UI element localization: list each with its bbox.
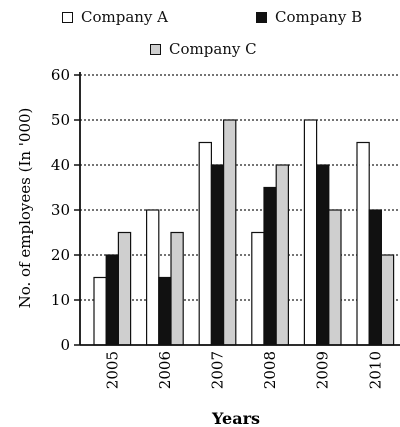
bar-company-a-2007	[198, 141, 212, 346]
bars	[93, 119, 395, 346]
legend-swatch-company-c	[150, 43, 161, 55]
x-tick-labels: 2005 2006 2007 2008 2009 2010	[103, 351, 384, 389]
y-tick-label: 40	[51, 156, 70, 174]
y-tick-label: 10	[51, 291, 70, 309]
bar-company-c-2009	[328, 209, 342, 346]
x-tick-label-2010: 2010	[366, 351, 384, 389]
bar-company-b-2010	[368, 209, 383, 346]
legend-company-c: Company C	[150, 40, 257, 58]
legend-swatch-company-b	[256, 11, 267, 23]
bar-company-a-2009	[303, 119, 318, 346]
bar-company-c-2005	[117, 231, 132, 346]
x-tick-label-2008: 2008	[261, 351, 279, 389]
x-tick-label-2009: 2009	[314, 351, 332, 389]
y-tick-label: 20	[51, 246, 70, 264]
y-tick-label: 50	[51, 111, 70, 129]
legend-swatch-company-a	[62, 11, 73, 23]
x-tick-label-2007: 2007	[209, 351, 227, 389]
bar-company-c-2006	[170, 231, 184, 346]
legend-label-company-a: Company A	[81, 8, 169, 26]
y-tick-label: 0	[60, 336, 70, 354]
bar-company-c-2010	[380, 254, 395, 346]
bar-company-b-2008	[263, 186, 277, 346]
y-tick-label: 30	[51, 201, 70, 219]
bar-company-a-2005	[93, 276, 107, 346]
legend-company-a: Company A	[62, 8, 168, 26]
bar-company-c-2008	[275, 164, 290, 346]
bar-company-b-2009	[316, 164, 330, 346]
grid-lines	[80, 74, 400, 301]
legend-company-b: Company B	[256, 8, 362, 26]
y-tick-label: 60	[51, 66, 70, 84]
bar-company-c-2007	[223, 119, 237, 346]
bar-company-a-2008	[251, 231, 265, 346]
legend-label-company-b: Company B	[275, 8, 363, 26]
x-tick-label-2005: 2005	[103, 351, 121, 389]
x-tick-label-2006: 2006	[156, 351, 174, 389]
legend-label-company-c: Company C	[169, 40, 257, 58]
bar-company-b-2007	[210, 164, 225, 346]
bar-company-a-2010	[356, 141, 370, 346]
y-tick-labels: 0 10 20 30 40 50 60	[51, 66, 70, 354]
bar-company-b-2005	[105, 254, 119, 346]
bar-company-b-2006	[158, 276, 172, 346]
axes	[74, 72, 400, 346]
y-axis-label: No. of employees (In '000)	[16, 108, 34, 309]
bar-company-a-2006	[146, 209, 160, 346]
x-axis-label: Years	[211, 409, 260, 427]
